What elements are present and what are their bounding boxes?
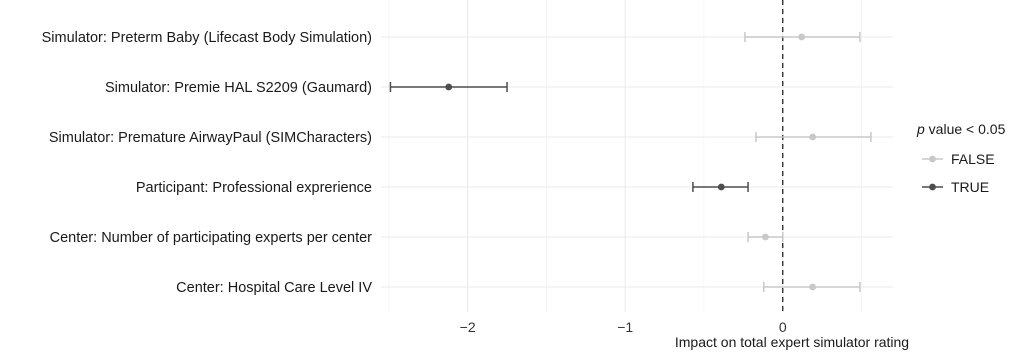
legend-key-point xyxy=(929,183,936,191)
row-labels: Simulator: Preterm Baby (Lifecast Body S… xyxy=(42,30,373,296)
legend: p value < 0.05 FALSE TRUE xyxy=(916,121,1006,195)
estimate-point xyxy=(809,133,817,141)
x-tick-label: −1 xyxy=(617,319,633,335)
legend-title: p value < 0.05 xyxy=(916,121,1006,137)
legend-label: FALSE xyxy=(951,151,995,167)
legend-title-italic: p xyxy=(916,121,925,137)
x-axis-title: Impact on total expert simulator rating xyxy=(675,334,909,350)
x-axis-ticks: −2 −1 0 xyxy=(460,319,787,335)
estimate-point xyxy=(798,33,806,41)
estimate-point xyxy=(809,283,817,291)
row-label: Simulator: Premie HAL S2209 (Gaumard) xyxy=(105,80,372,96)
legend-title-rest: value < 0.05 xyxy=(925,121,1006,137)
estimate-point xyxy=(761,233,769,241)
x-tick-label: 0 xyxy=(779,319,787,335)
estimate-marks xyxy=(389,32,872,292)
legend-key-point xyxy=(929,155,936,163)
estimate-point xyxy=(445,83,453,91)
estimate-point xyxy=(717,183,725,191)
row-label: Participant: Professional exprerience xyxy=(136,180,372,196)
row-label: Simulator: Premature AirwayPaul (SIMChar… xyxy=(49,130,372,146)
row-label: Center: Hospital Care Level IV xyxy=(176,280,372,296)
x-tick-label: −2 xyxy=(460,319,476,335)
row-label: Center: Number of participating experts … xyxy=(50,230,373,246)
row-label: Simulator: Preterm Baby (Lifecast Body S… xyxy=(42,30,372,46)
legend-label: TRUE xyxy=(951,179,989,195)
grid-lines xyxy=(381,0,893,312)
